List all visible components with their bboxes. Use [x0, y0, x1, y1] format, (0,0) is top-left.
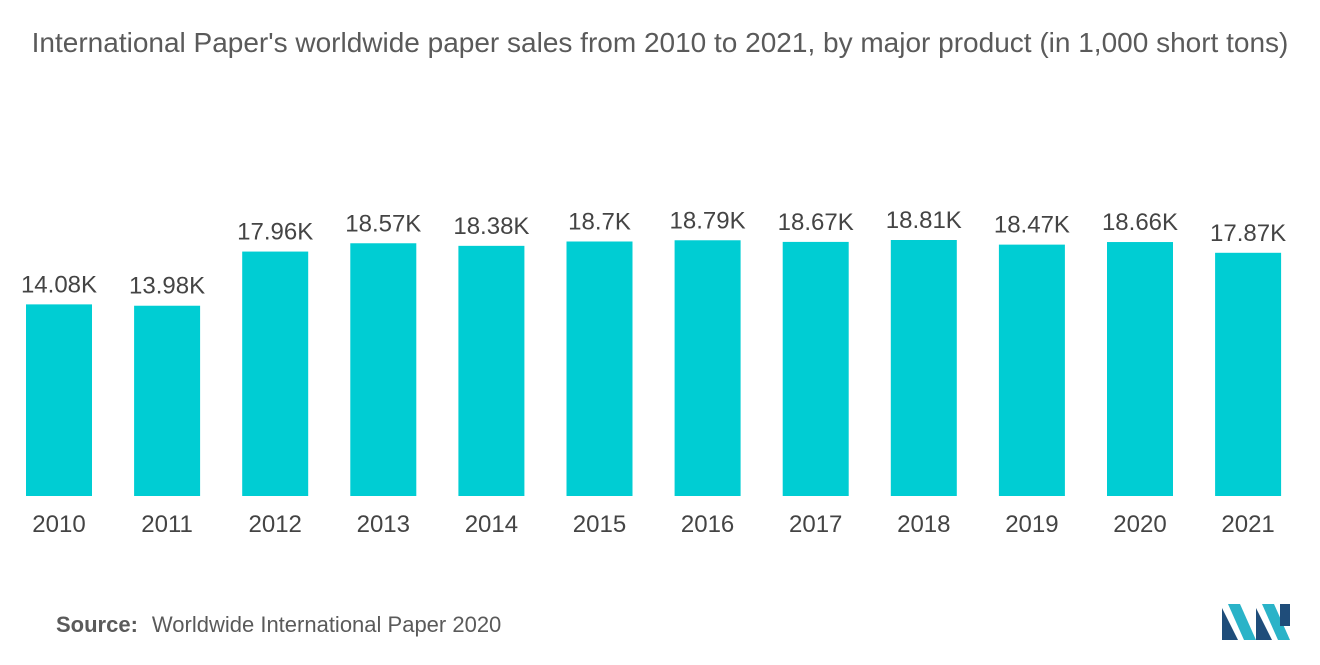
x-tick-label-2017: 2017 — [789, 511, 842, 538]
x-tick-label-2011: 2011 — [141, 511, 193, 538]
x-tick-label-2010: 2010 — [32, 511, 85, 538]
bar-2012 — [242, 251, 309, 496]
bar-2018 — [890, 240, 957, 496]
x-tick-label-2014: 2014 — [465, 511, 518, 538]
bar-2013 — [350, 243, 417, 496]
data-label-2014: 18.38K — [453, 213, 529, 240]
chart-title: International Paper's worldwide paper sa… — [31, 27, 1289, 58]
data-label-2018: 18.81K — [886, 207, 962, 234]
x-tick-label-2020: 2020 — [1113, 511, 1166, 538]
source-note: Source: Worldwide International Paper 202… — [56, 612, 501, 638]
bar-2014 — [458, 245, 525, 496]
bar-2016 — [674, 240, 741, 496]
bar-chart: 14.08K 2010 13.98K 2011 17.96K 2012 18.57K 2013… — [21, 207, 1286, 538]
bar-2011 — [134, 305, 201, 496]
data-label-2017: 18.67K — [778, 209, 854, 236]
data-label-2012: 17.96K — [237, 219, 313, 246]
x-tick-label-2018: 2018 — [897, 511, 950, 538]
data-label-2019: 18.47K — [994, 212, 1070, 239]
x-tick-label-2015: 2015 — [573, 511, 626, 538]
source-text: Worldwide International Paper 2020 — [151, 612, 502, 637]
bar-2021 — [1215, 252, 1282, 496]
data-label-2021: 17.87K — [1210, 220, 1286, 247]
x-tick-label-2012: 2012 — [249, 511, 302, 538]
bar-2010 — [26, 304, 92, 496]
x-tick-label-2013: 2013 — [357, 511, 410, 538]
bar-2020 — [1107, 242, 1173, 496]
bar-2015 — [566, 241, 633, 496]
data-label-2013: 18.57K — [345, 210, 421, 237]
data-label-2016: 18.79K — [670, 207, 746, 234]
logo-icon — [1222, 604, 1290, 640]
source-label: Source: — [56, 612, 138, 637]
bar-2019 — [998, 244, 1065, 496]
data-label-2010: 14.08K — [21, 271, 97, 298]
x-tick-label-2021: 2021 — [1221, 511, 1274, 538]
x-tick-label-2016: 2016 — [681, 511, 734, 538]
data-label-2015: 18.7K — [568, 208, 631, 235]
data-label-2011: 13.98K — [129, 273, 205, 300]
bar-2017 — [782, 241, 849, 496]
data-label-2020: 18.66K — [1102, 209, 1178, 236]
x-tick-label-2019: 2019 — [1005, 511, 1058, 538]
